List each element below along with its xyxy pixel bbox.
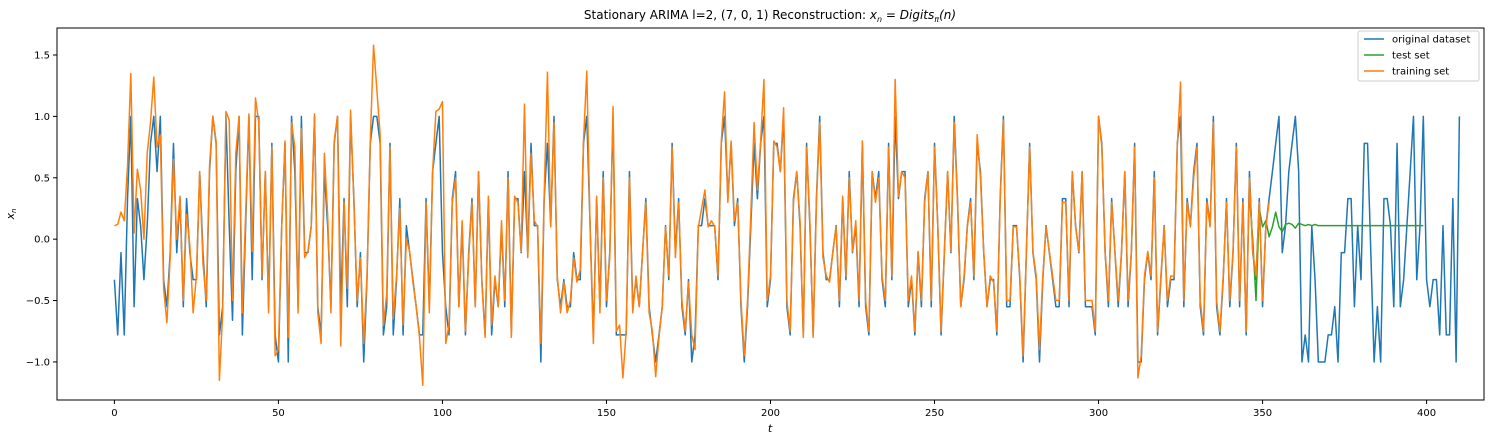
x-tick-label: 300 xyxy=(1089,408,1108,419)
legend: original dataset test set training set xyxy=(1357,30,1480,82)
y-tick-label: 0.0 xyxy=(34,235,50,246)
y-axis: −1.0 −0.5 0.0 0.5 1.0 1.5 xyxy=(26,51,57,368)
x-tick-label: 400 xyxy=(1417,408,1436,419)
y-tick-label: 1.5 xyxy=(34,51,50,62)
y-tick-label: −0.5 xyxy=(26,296,50,307)
x-tick-label: 350 xyxy=(1253,408,1272,419)
y-tick-label: −1.0 xyxy=(26,357,50,368)
x-tick-label: 50 xyxy=(272,408,285,419)
x-tick-label: 0 xyxy=(111,408,117,419)
series-layer xyxy=(113,44,1461,387)
legend-label: training set xyxy=(1392,67,1449,78)
series-line-training-set xyxy=(114,44,1270,387)
x-axis: 0 50 100 150 200 250 300 350 400 xyxy=(111,400,1436,419)
legend-label: original dataset xyxy=(1392,35,1470,46)
x-tick-label: 250 xyxy=(925,408,944,419)
x-tick-label: 200 xyxy=(761,408,780,419)
y-tick-label: 1.0 xyxy=(34,112,50,123)
x-axis-label: t xyxy=(768,422,773,435)
x-tick-label: 150 xyxy=(597,408,616,419)
x-tick-label: 100 xyxy=(433,408,452,419)
series-line-test-set xyxy=(1248,196,1424,302)
legend-label: test set xyxy=(1392,51,1430,62)
y-axis-label: xn xyxy=(4,209,18,221)
legend-box xyxy=(1357,30,1480,82)
y-tick-label: 0.5 xyxy=(34,173,50,184)
chart-title: Stationary ARIMA l=2, (7, 0, 1) Reconstr… xyxy=(584,8,956,24)
